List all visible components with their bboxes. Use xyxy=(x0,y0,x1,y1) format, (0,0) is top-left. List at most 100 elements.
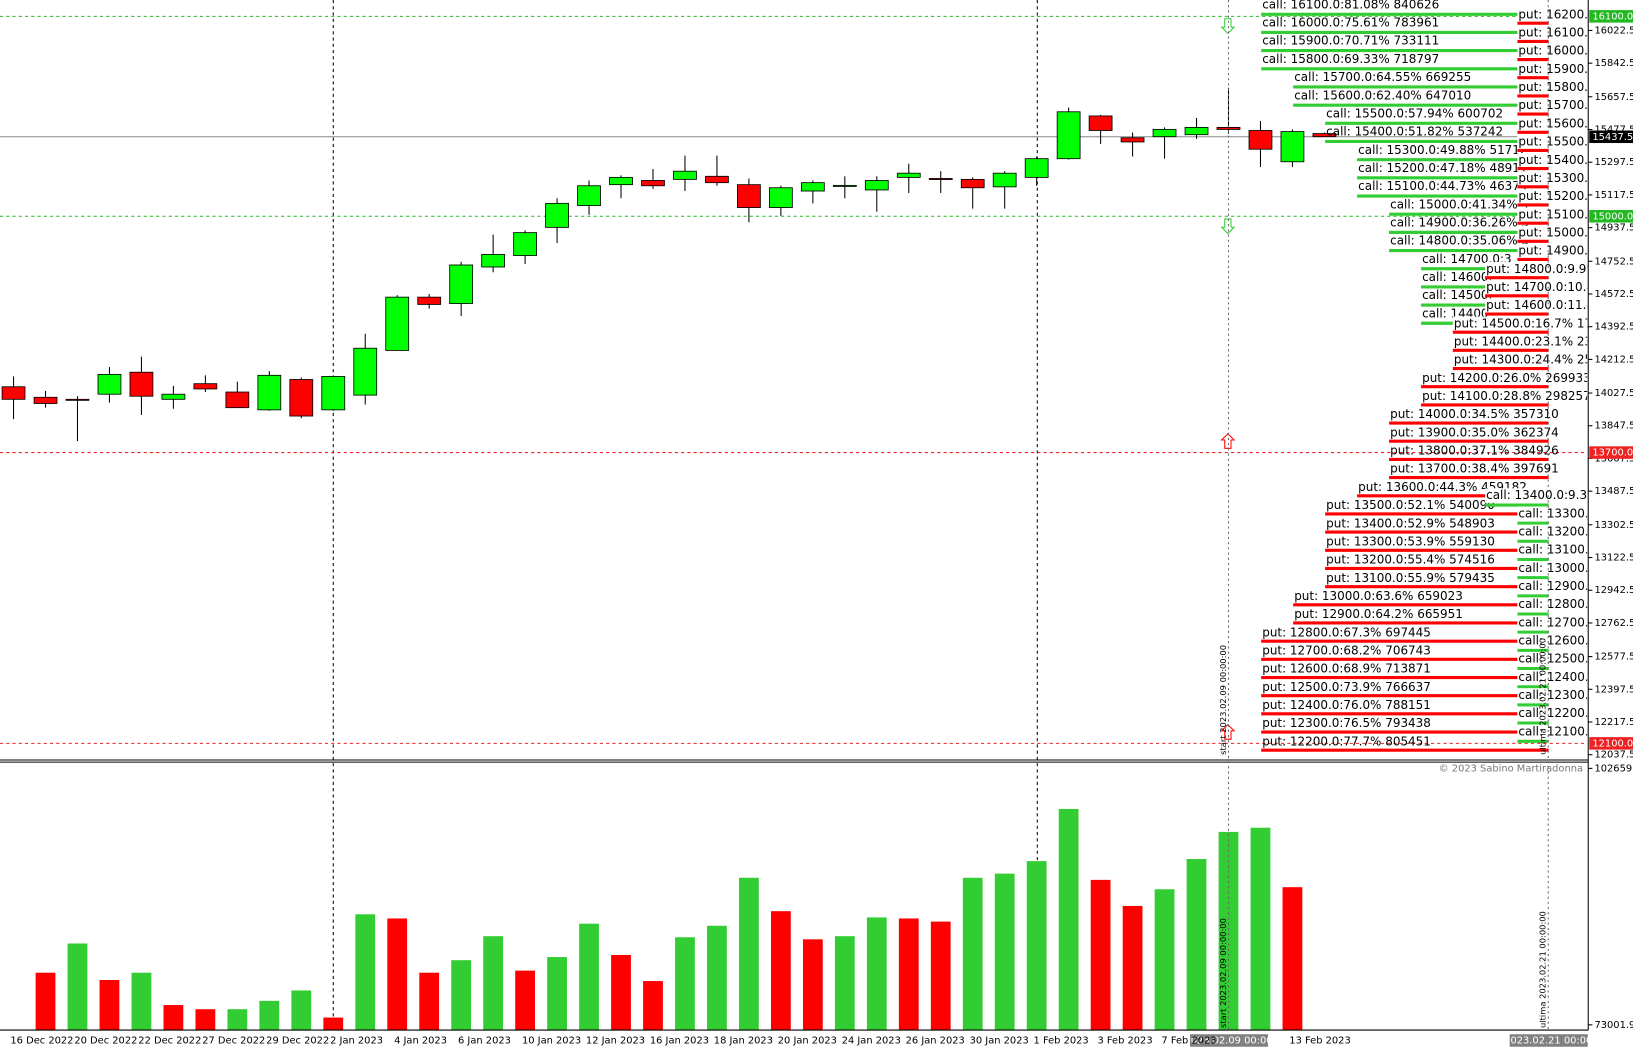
put-label: put: 16100.0 xyxy=(1518,26,1595,40)
y-tick-label: 14027.5 xyxy=(1594,388,1633,399)
candle-body xyxy=(481,254,506,268)
label-bg xyxy=(1485,262,1588,277)
volume-bar xyxy=(515,970,535,1031)
call-label: call: 12700.0 xyxy=(1518,615,1596,629)
y-tick-label: 12037.5 xyxy=(1594,750,1633,761)
put-label: put: 12400.0:76.0% 788151 xyxy=(1262,698,1431,712)
volume-bar xyxy=(483,936,504,1031)
label-bg xyxy=(1517,207,1588,223)
put-label: put: 16200.0 xyxy=(1518,7,1595,21)
put-label: put: 12200.0:77.7% 805451 xyxy=(1262,734,1431,748)
call-label: call: 16100.0:81.08% 840626 xyxy=(1262,0,1439,11)
cursor-label: 2023.02.09 00:00 xyxy=(1184,1035,1272,1046)
label-bg xyxy=(1517,579,1588,594)
call-label: call: 14600. xyxy=(1422,270,1492,284)
y-tick-label: 14212.5 xyxy=(1594,354,1633,365)
marker-label: start 2023.02.09 00:00:00 xyxy=(1218,645,1228,755)
x-tick-label: 3 Feb 2023 xyxy=(1097,1035,1152,1046)
volume-bar xyxy=(355,914,376,1031)
y-tick-label: 13487.5 xyxy=(1594,486,1633,497)
y-tick-label: 13667.5 xyxy=(1594,453,1633,464)
call-label: call: 12200.0 xyxy=(1518,706,1596,720)
call-label: call: 13300.0 xyxy=(1518,506,1596,520)
copyright: © 2023 Sabino Martiradonna xyxy=(1439,763,1583,774)
label-bg xyxy=(1517,561,1588,576)
level-label: 15437.5 xyxy=(1592,132,1633,143)
volume-bar xyxy=(259,1000,280,1031)
volume-bar xyxy=(1186,859,1207,1031)
y-tick-label: 16022.5 xyxy=(1594,25,1633,36)
label-bg xyxy=(1517,134,1588,150)
candle-body xyxy=(1088,115,1113,131)
volume-bar xyxy=(1122,905,1143,1031)
volume-bar xyxy=(387,918,408,1031)
level-label-box xyxy=(1589,130,1633,144)
candle-body xyxy=(864,180,889,191)
call-label: call: 12400.0 xyxy=(1518,670,1596,684)
x-tick-label: 2 Jan 2023 xyxy=(330,1035,383,1046)
put-label: put: 14200.0:26.0% 269933 xyxy=(1422,371,1591,385)
candle-body xyxy=(992,172,1017,188)
x-tick-label: 4 Jan 2023 xyxy=(394,1035,447,1046)
candle-body xyxy=(1024,158,1049,178)
call-label: call: 15600.0:62.40% 647010 xyxy=(1294,88,1471,102)
label-bg xyxy=(1517,688,1588,703)
call-label: call: 15800.0:69.33% 718797 xyxy=(1262,52,1439,66)
label-bg xyxy=(1517,670,1588,685)
x-tick-label: 26 Jan 2023 xyxy=(906,1035,965,1046)
volume-bar xyxy=(1026,861,1047,1031)
put-label: put: 14700.0:10.4 xyxy=(1486,280,1594,294)
volume-bar xyxy=(227,1009,248,1031)
label-bg xyxy=(1517,615,1588,631)
volume-bar xyxy=(163,1005,184,1031)
x-tick-label: 1 Feb 2023 xyxy=(1034,1035,1089,1046)
x-tick-label: 20 Jan 2023 xyxy=(778,1035,837,1046)
candle-body xyxy=(641,180,665,187)
candle-body xyxy=(417,296,442,305)
level-label: 15000.0 xyxy=(1592,211,1633,222)
x-tick-label: 27 Dec 2022 xyxy=(202,1035,265,1046)
level-label-box xyxy=(1589,737,1633,750)
price-panel: call: 16100.0:81.08% 840626 call: 16000.0… xyxy=(0,0,1596,752)
put-label: put: 15400.0 xyxy=(1518,153,1595,167)
label-bg xyxy=(1517,651,1588,667)
candle-body xyxy=(609,176,633,186)
label-bg xyxy=(1517,116,1588,132)
y-tick-label: 15657.5 xyxy=(1594,92,1633,103)
label-bg xyxy=(1517,189,1588,204)
y-tick-label: 102659.1 xyxy=(1594,763,1633,774)
x-tick-label: 7 Feb 2023 xyxy=(1161,1035,1216,1046)
candle-body xyxy=(129,371,154,397)
put-label: put: 13200.0:55.4% 574516 xyxy=(1326,553,1495,567)
volume-bar xyxy=(291,990,312,1031)
candle-body xyxy=(928,178,953,180)
volume-bar xyxy=(547,957,567,1031)
put-label: put: 13100.0:55.9% 579435 xyxy=(1326,571,1495,585)
call-label: call: 12800.0 xyxy=(1518,597,1596,611)
put-label: put: 13500.0:52.1% 540090 xyxy=(1326,498,1495,512)
candle-body xyxy=(65,398,90,401)
marker-label: ultima 2023.02.21 00:00:00 xyxy=(1538,638,1548,755)
candle-body xyxy=(33,396,58,404)
volume-bar xyxy=(1218,831,1239,1031)
volume-bar xyxy=(1154,889,1175,1031)
x-tick-label: 24 Jan 2023 xyxy=(842,1035,901,1046)
candle-body xyxy=(1216,126,1241,130)
label-bg xyxy=(1517,706,1588,722)
volume-bar xyxy=(643,981,663,1031)
label-bg xyxy=(1517,152,1588,168)
down-arrow xyxy=(1220,18,1236,35)
call-label: call: 13200.0 xyxy=(1518,524,1596,538)
x-tick-label: 30 Jan 2023 xyxy=(970,1035,1029,1046)
put-label: put: 15900.0 xyxy=(1518,62,1595,76)
put-label: put: 14900.0 xyxy=(1518,244,1595,258)
volume-bar xyxy=(802,939,823,1031)
y-tick-label: 73001.9 xyxy=(1594,1020,1633,1031)
cursor-label-box xyxy=(1189,1034,1269,1047)
call-label: call: 13000.0 xyxy=(1518,561,1596,575)
volume-bar xyxy=(962,877,983,1031)
candle-body xyxy=(1280,131,1305,163)
candle-body xyxy=(545,202,569,228)
candle-body xyxy=(161,393,186,400)
y-tick-label: 12942.5 xyxy=(1594,585,1633,596)
